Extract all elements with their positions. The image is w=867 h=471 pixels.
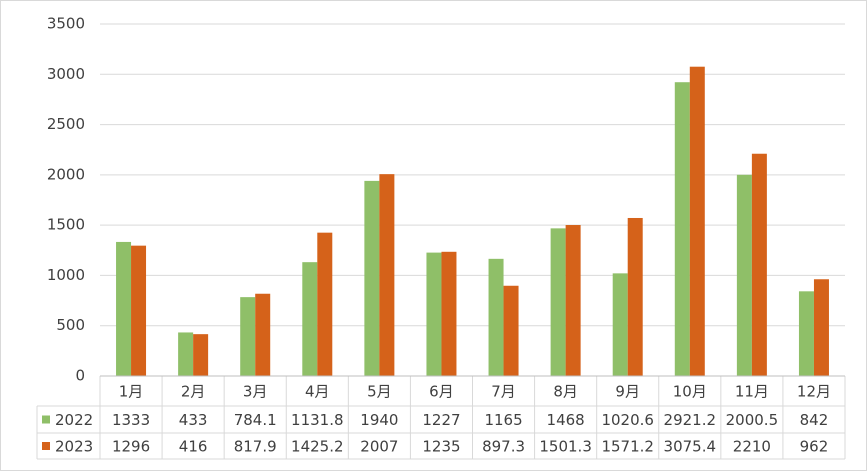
bar [627,217,643,376]
table-cell: 784.1 [234,411,277,429]
bar [255,293,271,376]
y-tick-label: 2000 [47,165,85,183]
x-tick-label: 3月 [243,383,268,401]
bar [379,174,395,376]
bar [689,66,705,376]
legend-key [42,415,50,424]
table-cell: 1235 [422,438,460,456]
bar [565,225,581,376]
bar [302,262,318,376]
bar [798,291,814,376]
x-tick-label: 7月 [491,383,516,401]
y-tick-label: 0 [75,367,85,385]
bar [488,258,504,376]
bar [612,273,628,376]
table-cell: 962 [800,438,829,456]
x-tick-label: 9月 [615,383,640,401]
table-cell: 1131.8 [291,411,344,429]
y-tick-label: 1000 [47,266,85,284]
table-cell: 2210 [733,438,771,456]
x-tick-label: 11月 [735,383,769,401]
table-cell: 2007 [360,438,398,456]
bar [550,228,566,376]
table-cell: 842 [800,411,829,429]
y-tick-label: 3500 [47,15,85,33]
y-tick-label: 1500 [47,216,85,234]
x-tick-label: 8月 [553,383,578,401]
bar [193,334,209,376]
table-cell: 1468 [547,411,585,429]
table-cell: 1333 [112,411,150,429]
table-cell: 1501.3 [539,438,592,456]
bar [131,245,147,376]
table-cell: 1227 [422,411,460,429]
table-cell: 416 [179,438,208,456]
legend-label: 2022 [55,411,93,429]
bar [178,332,194,376]
y-tick-label: 500 [56,316,85,334]
table-cell: 3075.4 [664,438,717,456]
bar [736,174,752,376]
table-cell: 2921.2 [664,411,717,429]
x-tick-label: 2月 [181,383,206,401]
legend-key [42,442,50,450]
bar [751,153,767,376]
bar [441,251,457,376]
bar [813,279,829,376]
table-cell: 1165 [484,411,522,429]
x-tick-label: 1月 [119,383,144,401]
x-tick-label: 12月 [797,383,831,401]
table-cell: 1571.2 [601,438,654,456]
legend-label: 2023 [55,438,93,456]
bar [426,252,442,376]
bar [364,180,380,376]
bar [317,232,333,376]
table-cell: 2000.5 [726,411,779,429]
table-cell: 1020.6 [601,411,654,429]
table-cell: 1425.2 [291,438,344,456]
x-tick-label: 6月 [429,383,454,401]
table-cell: 1296 [112,438,150,456]
x-tick-label: 10月 [673,383,707,401]
table-cell: 433 [179,411,208,429]
table-cell: 897.3 [482,438,525,456]
table-cell: 1940 [360,411,398,429]
bar [503,285,519,376]
bar [116,241,132,376]
table-cell: 817.9 [234,438,277,456]
x-tick-label: 4月 [305,383,330,401]
bar [240,297,256,376]
x-tick-label: 5月 [367,383,392,401]
bar [674,82,690,376]
y-tick-label: 2500 [47,115,85,133]
y-tick-label: 3000 [47,65,85,83]
